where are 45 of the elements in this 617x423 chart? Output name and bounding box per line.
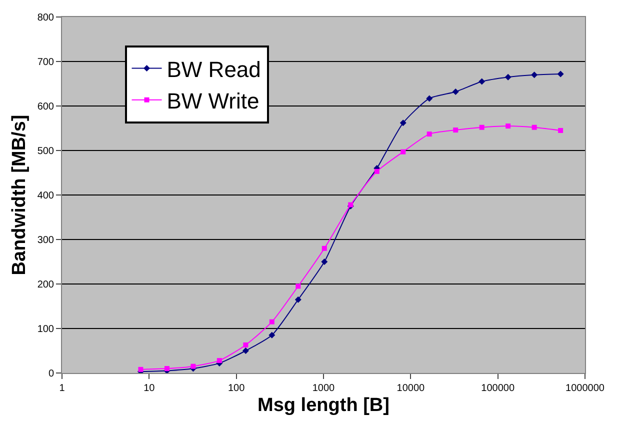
point	[268, 332, 276, 338]
point	[400, 149, 406, 154]
x-tick-label: 10	[144, 383, 156, 394]
x-tick-label: 1	[59, 383, 66, 394]
y-tick-label: 100	[37, 324, 54, 335]
point	[531, 72, 538, 78]
point	[269, 319, 274, 324]
y-tick-label: 700	[37, 57, 54, 68]
y-tick-label: 200	[37, 280, 54, 290]
y-tick-label: 300	[37, 235, 54, 246]
point	[296, 284, 301, 289]
legend-label: BW Write	[166, 88, 260, 114]
y-axis-title: Bandwidth [MB/s]	[9, 114, 30, 276]
y-tick-label: 500	[37, 146, 54, 157]
x-tick-label: 10000	[396, 383, 426, 394]
y-tick-label: 0	[48, 368, 54, 380]
x-tick-label: 1000	[312, 383, 336, 394]
point	[557, 70, 564, 78]
point	[294, 296, 302, 303]
y-tick-label: 600	[37, 102, 54, 112]
x-axis-title: Msg length [B]	[258, 394, 390, 416]
point	[400, 120, 406, 126]
point	[453, 128, 458, 133]
point	[426, 132, 432, 137]
point	[452, 88, 459, 96]
point	[243, 342, 248, 348]
point	[532, 124, 537, 130]
point	[479, 124, 484, 130]
point	[374, 168, 380, 174]
point	[322, 246, 327, 251]
point	[190, 364, 196, 369]
point	[321, 258, 328, 265]
point	[242, 348, 249, 354]
x-tick-label: 1000000	[566, 383, 605, 394]
point	[478, 78, 486, 85]
x-tick-label: 100	[228, 383, 246, 394]
point	[558, 128, 564, 133]
point	[504, 74, 512, 80]
point	[216, 358, 222, 364]
y-tick-label: 400	[37, 190, 54, 202]
x-tick-label: 100000	[481, 383, 515, 394]
point	[426, 95, 433, 102]
point	[506, 124, 511, 129]
y-tick-label: 800	[37, 12, 54, 24]
legend-label: BW Read	[166, 56, 261, 82]
